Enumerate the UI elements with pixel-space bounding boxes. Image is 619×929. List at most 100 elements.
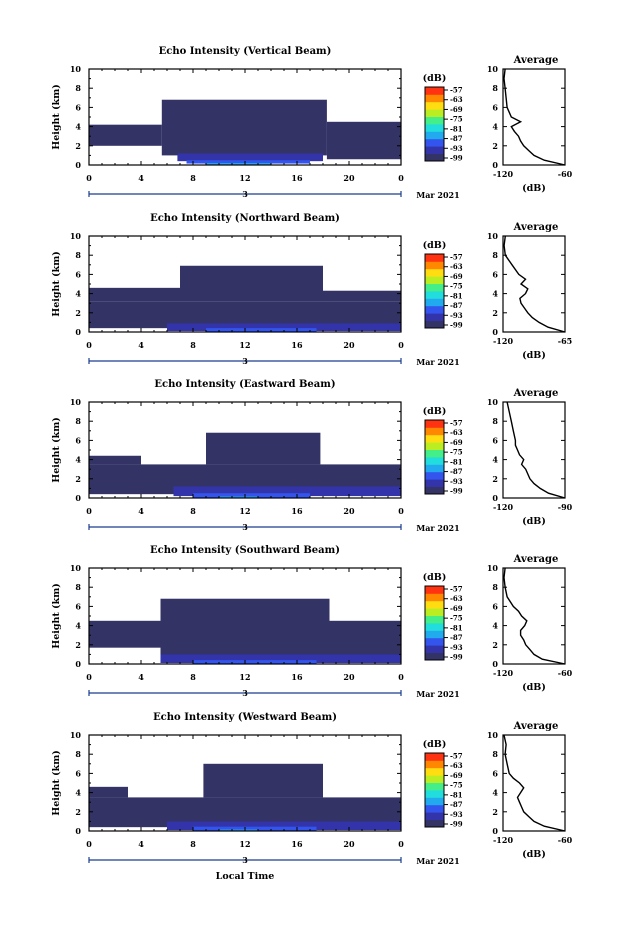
colorbar-segment [425,782,444,791]
x-tick-label: 0 [398,839,404,849]
average-y-tick-label: 8 [492,250,498,260]
heatmap-cell [161,99,327,156]
x-tick-label: 8 [190,173,196,183]
heatmap-cell [219,829,258,831]
heatmap-cell [160,654,401,664]
colorbar-segment [425,138,444,147]
heatmap-cell [193,660,317,664]
heatmap-cell [180,265,323,302]
heatmap-cell [206,163,271,165]
colorbar-segment [425,812,444,820]
y-tick-label: 8 [75,83,81,93]
average-profile-line [503,68,566,166]
average-y-tick-label: 10 [487,730,499,740]
y-tick-label: 0 [75,493,81,503]
colorbar-segment [425,600,444,609]
x-tick-label: 8 [190,506,196,516]
x-tick-label: 8 [190,340,196,350]
average-profile-line [506,401,566,499]
y-axis-label: Height (km) [51,417,62,483]
colorbar-segment [425,586,444,594]
y-tick-label: 4 [75,289,81,299]
colorbar-tick-label: -93 [450,144,463,153]
colorbar-segment [425,442,444,450]
colorbar-tick-label: -81 [450,623,463,632]
x-tick-label: 0 [398,506,404,516]
average-y-tick-label: 4 [492,788,498,798]
average-y-tick-label: 2 [492,640,498,650]
colorbar-tick-label: -75 [450,282,463,291]
x-tick-label: 16 [291,173,303,183]
average-profile-line [503,235,566,333]
y-tick-label: 10 [70,397,82,407]
panel-4: Echo Intensity (Westward Beam) 0 2 4 6 8 10 0 4 8… [51,712,573,866]
average-frame [502,734,566,832]
day-label: 3 [242,189,248,199]
average-y-tick-label: 4 [492,621,498,631]
colorbar-frame [424,419,445,495]
colorbar-tick-label: -57 [450,253,463,262]
x-axis-label: Local Time [216,871,275,882]
average-x-label: (dB) [522,183,546,194]
average-x-tick-label: -120 [493,668,513,678]
average-title: Average [513,388,559,399]
x-tick-label: 4 [138,340,144,350]
colorbar-tick-label: -75 [450,115,463,124]
average-x-tick-label: -120 [493,502,513,512]
colorbar-segment [425,146,444,154]
average-x-tick-label: -120 [493,336,513,346]
colorbar-tick-label: -81 [450,457,463,466]
colorbar-unit: (dB) [423,739,447,750]
colorbar-tick-label: -63 [450,594,463,603]
y-axis-label: Height (km) [51,750,62,816]
date-label: Mar 2021 [416,357,459,367]
x-tick-label: 0 [398,672,404,682]
colorbar-tick-label: -63 [450,262,463,271]
colorbar-tick-label: -99 [450,487,463,496]
colorbar-segment [425,804,444,813]
x-tick-label: 16 [291,672,303,682]
average-profile-line [503,734,566,832]
colorbar-tick-label: -87 [450,467,463,476]
average-x-label: (dB) [522,516,546,527]
heatmap-cell [89,786,128,798]
y-tick-label: 10 [70,563,82,573]
average-title: Average [513,55,559,66]
colorbar-segment [425,775,444,783]
colorbar-tick-label: -93 [450,643,463,652]
colorbar-segment [425,153,444,162]
colorbar-segment [425,608,444,616]
x-tick-label: 12 [239,672,250,682]
colorbar-frame [424,752,445,828]
colorbar-tick-label: -57 [450,86,463,95]
colorbar-segment [425,760,444,769]
average-y-tick-label: 0 [492,493,498,503]
x-tick-label: 12 [239,173,250,183]
y-tick-label: 8 [75,582,81,592]
heatmap-cell [89,287,180,302]
average-y-tick-label: 0 [492,160,498,170]
colorbar-segment [425,276,444,284]
x-tick-label: 4 [138,173,144,183]
colorbar-segment [425,471,444,480]
y-tick-label: 2 [75,640,81,650]
colorbar-segment [425,131,444,140]
colorbar-tick-label: -63 [450,428,463,437]
colorbar-tick-label: -99 [450,820,463,829]
colorbar-tick-label: -87 [450,301,463,310]
x-tick-label: 20 [343,506,355,516]
colorbar-segment [425,305,444,314]
colorbar-tick-label: -57 [450,585,463,594]
y-tick-label: 2 [75,141,81,151]
colorbar-segment [425,298,444,307]
y-tick-label: 4 [75,788,81,798]
colorbar-unit: (dB) [423,406,447,417]
colorbar-segment [425,87,444,95]
colorbar-segment [425,652,444,661]
average-title: Average [513,554,559,565]
average-y-tick-label: 10 [487,231,499,241]
average-y-tick-label: 10 [487,64,499,74]
colorbar-segment [425,320,444,329]
x-tick-label: 12 [239,506,250,516]
